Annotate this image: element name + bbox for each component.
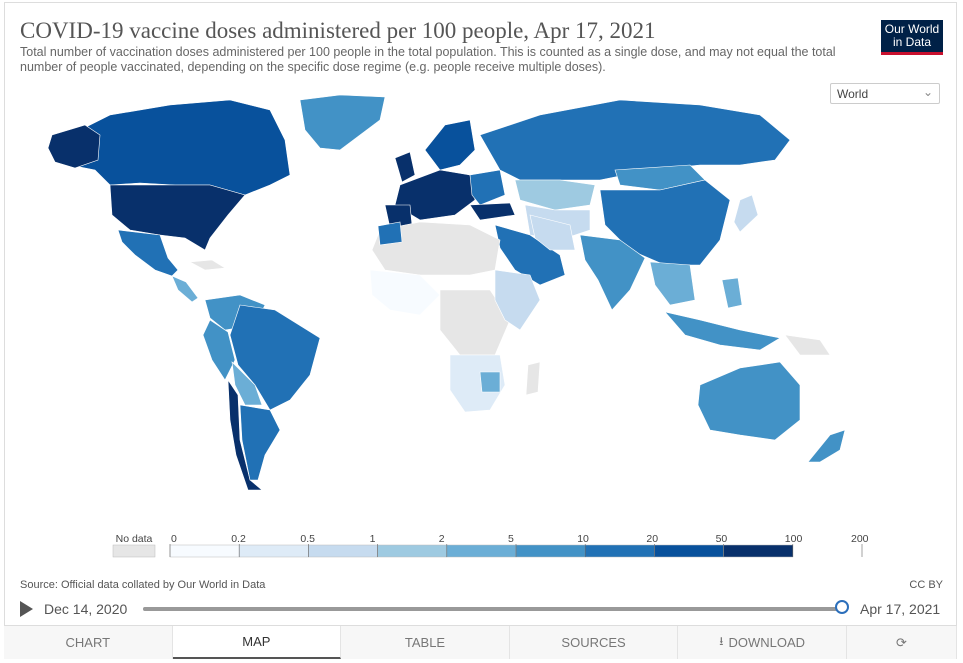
legend-tick-label: 0.2	[231, 533, 246, 545]
region-turkey[interactable]	[469, 202, 516, 221]
region-china[interactable]	[599, 179, 731, 266]
legend-tick-label: 5	[508, 533, 514, 545]
legend-bin	[654, 544, 724, 558]
legend-bin	[308, 544, 378, 558]
region-kazakhstan[interactable]	[514, 179, 596, 211]
chart-subtitle: Total number of vaccination doses admini…	[20, 45, 836, 74]
timeline-end-date: Apr 17, 2021	[860, 601, 941, 617]
tab-chart[interactable]: CHART	[4, 626, 173, 659]
legend-tick-label: 0	[171, 533, 177, 545]
region-japan[interactable]	[733, 194, 759, 233]
owid-logo[interactable]: Our World in Data	[881, 20, 943, 55]
tab-download-label: DOWNLOAD	[728, 635, 806, 650]
download-icon: ⭳	[719, 634, 724, 648]
tab-map-label: MAP	[242, 634, 271, 649]
legend-tick-label: 50	[716, 533, 728, 545]
legend-tick-label: 200	[851, 533, 869, 545]
entity-select[interactable]: World ⌄	[830, 83, 940, 104]
legend-tick-label: 1	[370, 533, 376, 545]
legend-bin	[584, 544, 655, 558]
region-caribbean[interactable]	[188, 259, 226, 271]
region-west-africa[interactable]	[369, 269, 441, 316]
region-brazil[interactable]	[229, 304, 321, 411]
tab-table-label: TABLE	[404, 635, 446, 650]
world-map	[47, 94, 846, 491]
region-north-africa[interactable]	[371, 221, 501, 276]
logo-line-2: in Data	[892, 35, 932, 49]
region-madagascar[interactable]	[525, 361, 541, 396]
chevron-down-icon: ⌄	[922, 85, 933, 99]
region-australia[interactable]	[697, 361, 801, 441]
region-peru[interactable]	[202, 319, 236, 381]
region-morocco[interactable]	[377, 221, 403, 246]
region-southeast-asia[interactable]	[649, 261, 696, 306]
tab-table[interactable]: TABLE	[341, 626, 510, 659]
region-bolivia-paraguay[interactable]	[231, 361, 263, 406]
license-badge[interactable]: CC BY	[909, 579, 943, 591]
source-note: Source: Official data collated by Our Wo…	[20, 579, 266, 591]
region-india[interactable]	[579, 234, 646, 311]
play-icon[interactable]	[20, 601, 33, 617]
tab-sources-label: SOURCES	[561, 635, 626, 650]
timeline-start-date: Dec 14, 2020	[44, 601, 128, 617]
tab-map[interactable]: MAP	[172, 626, 342, 659]
region-eastern-europe[interactable]	[469, 169, 506, 206]
region-indonesia[interactable]	[664, 311, 781, 351]
tab-sources[interactable]: SOURCES	[509, 626, 679, 659]
region-iran[interactable]	[529, 214, 576, 251]
legend-no-data-label: No data	[116, 533, 153, 545]
region-southern-africa[interactable]	[449, 354, 506, 413]
legend-bin	[238, 544, 309, 558]
legend-tick-label: 10	[577, 533, 589, 545]
region-chile[interactable]	[227, 378, 263, 491]
region-central-america[interactable]	[171, 275, 199, 303]
region-greenland[interactable]	[299, 94, 386, 151]
timeline-track[interactable]	[143, 607, 843, 611]
tab-chart-label: CHART	[65, 635, 111, 650]
region-zimbabwe[interactable]	[479, 371, 501, 393]
region-philippines[interactable]	[721, 277, 743, 309]
legend-bin	[723, 544, 794, 558]
region-usa[interactable]	[109, 184, 246, 251]
entity-select-value: World	[837, 87, 869, 101]
timeline-track-fill	[143, 607, 843, 611]
legend-tick-label: 0.5	[300, 533, 315, 545]
map-legend: 0 0.2 0.5 1 2 5 10 20 50 100 200 No data	[112, 533, 869, 558]
region-uk[interactable]	[394, 151, 416, 183]
region-new-zealand[interactable]	[807, 429, 846, 463]
legend-bin	[446, 544, 517, 558]
legend-bin	[377, 544, 448, 558]
region-papua[interactable]	[784, 334, 831, 356]
legend-bin	[515, 544, 586, 558]
timeline-handle[interactable]	[835, 600, 849, 614]
legend-tick-label: 100	[785, 533, 803, 545]
region-east-africa[interactable]	[494, 269, 541, 331]
tab-share[interactable]: ⟳	[846, 626, 957, 659]
page-title: COVID-19 vaccine doses administered per …	[20, 18, 656, 43]
logo-line-1: Our World	[884, 22, 940, 36]
legend-tick-label: 20	[646, 533, 658, 545]
tab-bar: CHART MAP TABLE SOURCES ⭳ DOWNLOAD ⟳	[4, 625, 957, 659]
legend-bin	[169, 544, 240, 558]
legend-no-data-swatch	[112, 544, 156, 558]
region-alaska[interactable]	[47, 124, 101, 169]
legend-tick-label: 2	[439, 533, 445, 545]
share-icon: ⟳	[896, 634, 907, 650]
tab-download[interactable]: ⭳ DOWNLOAD	[678, 626, 847, 659]
region-canada[interactable]	[59, 99, 291, 196]
region-argentina[interactable]	[239, 404, 281, 481]
